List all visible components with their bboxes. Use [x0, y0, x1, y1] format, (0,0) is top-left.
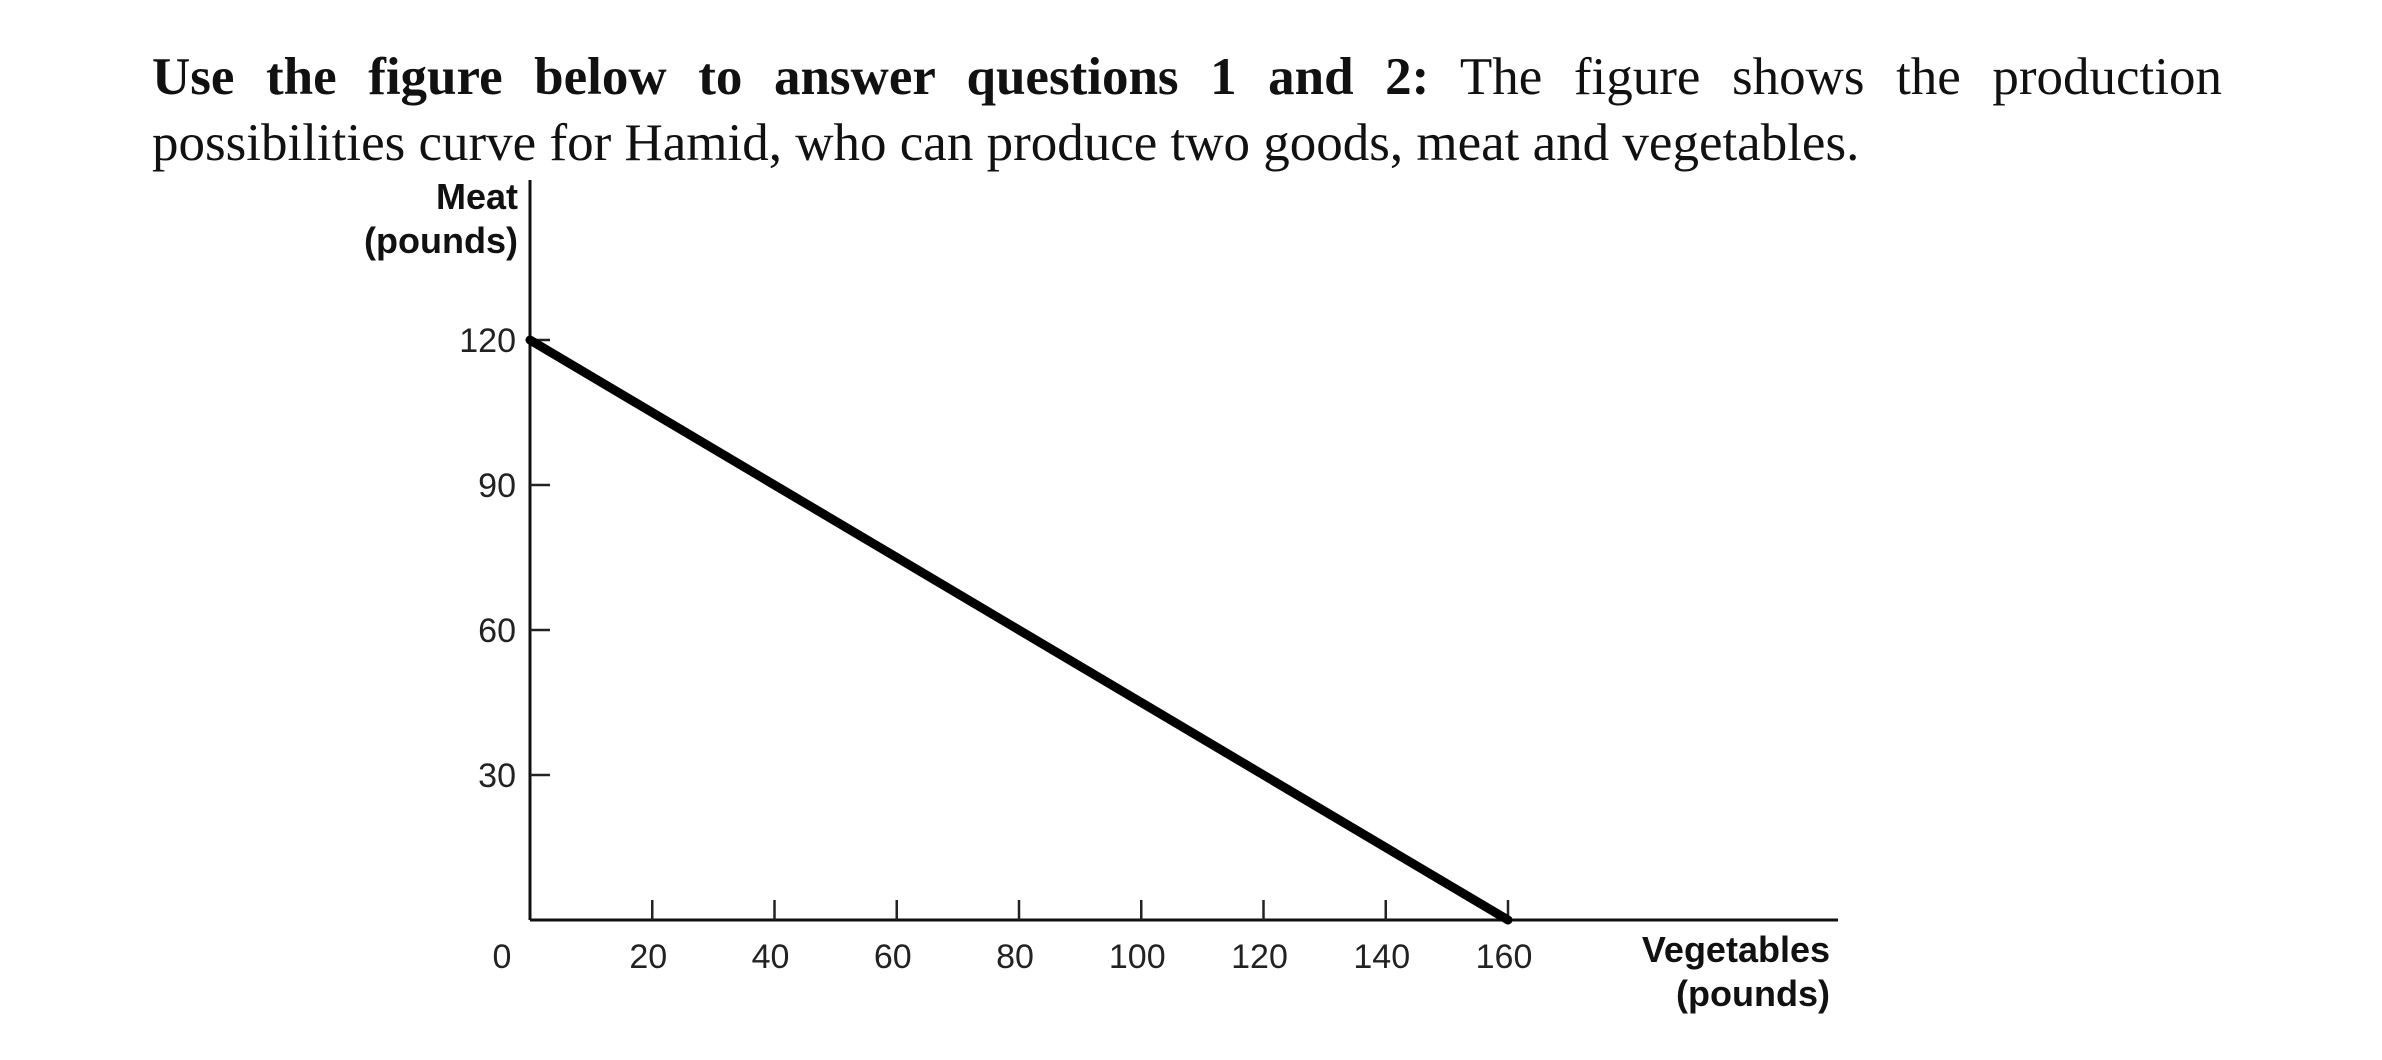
y-axis-title-line2: (pounds)	[364, 220, 518, 261]
question-intro-bold: Use the figure below to answer questions…	[152, 48, 1430, 106]
series-layer	[525, 335, 1513, 925]
x-tick-label: 160	[1476, 938, 1533, 976]
y-tick-label: 60	[478, 612, 516, 650]
y-tick-label: 30	[478, 757, 516, 795]
x-tick-label: 80	[996, 938, 1034, 976]
x-tick-label: 100	[1109, 938, 1166, 976]
ppc-line	[525, 335, 1513, 925]
y-axis-ticks: 30 60 90 120	[459, 322, 550, 795]
x-axis-title-line2: (pounds)	[1676, 973, 1830, 1014]
x-tick-label: 120	[1231, 938, 1288, 976]
origin-label: 0	[493, 938, 512, 976]
y-axis-title-line1: Meat	[436, 176, 518, 217]
y-tick-label: 90	[478, 467, 516, 505]
y-tick-label: 120	[459, 322, 516, 360]
question-intro: Use the figure below to answer questions…	[152, 44, 2222, 176]
x-tick-label: 40	[752, 938, 790, 976]
x-tick-label: 60	[874, 938, 912, 976]
x-tick-label: 20	[629, 938, 667, 976]
x-axis-ticks: 20 40 60 80 100 120 140 160	[629, 900, 1532, 976]
x-tick-label: 140	[1353, 938, 1410, 976]
question-intro-body: The figure shows the production possibil…	[152, 48, 2222, 172]
x-axis-title-line1: Vegetables	[1642, 929, 1830, 970]
